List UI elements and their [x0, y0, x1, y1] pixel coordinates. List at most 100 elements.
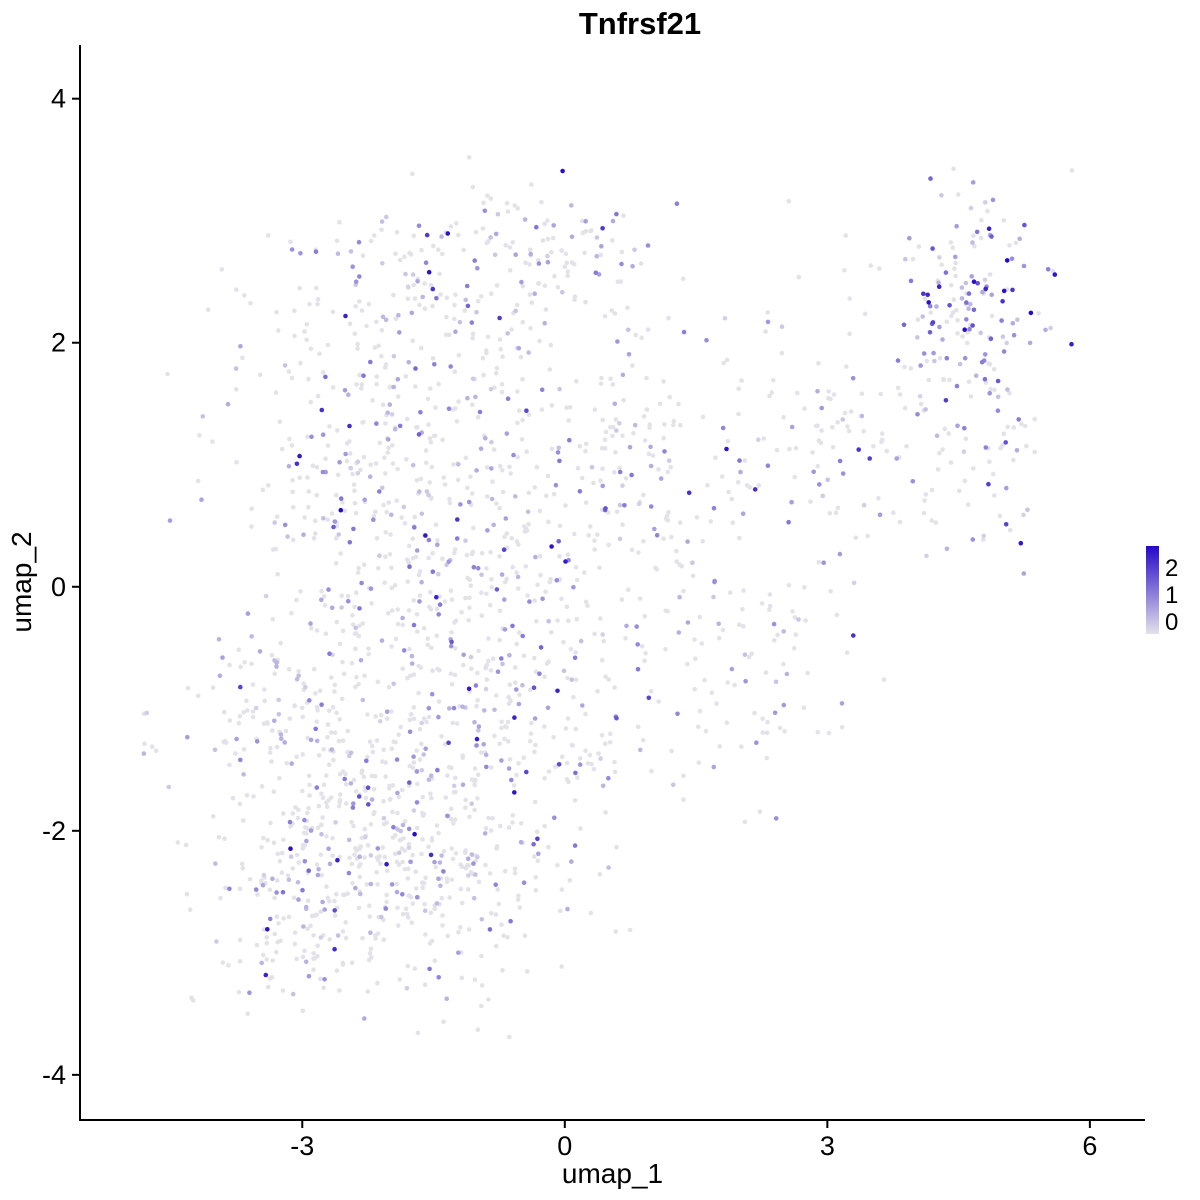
data-point: [260, 882, 266, 888]
data-point: [704, 337, 709, 343]
data-point: [536, 257, 541, 263]
data-point: [933, 520, 939, 525]
data-point: [709, 690, 715, 696]
data-point: [833, 510, 839, 515]
data-point: [393, 251, 398, 257]
data-point: [419, 851, 424, 857]
data-point: [396, 850, 402, 856]
data-point: [454, 221, 459, 226]
data-point: [210, 685, 216, 690]
data-point: [415, 1030, 421, 1036]
data-point: [379, 638, 385, 643]
data-point: [383, 906, 389, 911]
data-point: [447, 332, 452, 338]
data-point: [423, 533, 428, 538]
data-point: [720, 425, 726, 431]
data-point: [334, 968, 340, 973]
data-point: [333, 560, 339, 566]
data-point: [273, 390, 279, 395]
data-point: [374, 536, 380, 541]
data-point: [434, 823, 440, 828]
data-point: [241, 710, 246, 715]
data-point: [360, 621, 366, 626]
data-point: [741, 588, 746, 593]
data-point: [274, 664, 279, 669]
data-point: [739, 378, 744, 383]
data-point: [585, 761, 591, 766]
data-point: [274, 514, 280, 520]
data-point: [365, 989, 371, 994]
data-point: [612, 759, 617, 765]
data-point: [367, 950, 373, 956]
data-point: [271, 789, 277, 794]
data-point: [784, 671, 790, 677]
data-point: [294, 754, 300, 759]
data-point: [516, 701, 522, 707]
data-point: [428, 282, 434, 288]
data-point: [491, 522, 497, 528]
data-point: [1018, 540, 1024, 546]
data-point: [330, 309, 336, 315]
data-point: [722, 316, 728, 321]
data-point: [306, 376, 311, 382]
data-point: [416, 223, 422, 229]
data-point: [527, 687, 533, 693]
data-point: [311, 536, 317, 541]
data-point: [490, 656, 496, 661]
data-point: [716, 635, 722, 641]
data-point: [484, 566, 489, 571]
data-point: [473, 229, 479, 235]
data-point: [468, 654, 474, 660]
data-point: [314, 719, 320, 724]
data-point: [954, 223, 959, 229]
data-point: [479, 983, 485, 988]
data-point: [315, 872, 321, 878]
data-point: [469, 666, 474, 672]
data-point: [326, 762, 332, 767]
data-point: [241, 772, 246, 777]
data-point: [467, 814, 472, 820]
data-point: [383, 774, 388, 779]
data-point: [965, 340, 970, 346]
data-point: [304, 337, 309, 343]
data-point: [535, 858, 541, 864]
data-point: [594, 235, 600, 240]
data-point: [930, 246, 935, 251]
data-point: [233, 751, 238, 756]
data-point: [837, 551, 843, 557]
data-point: [372, 933, 378, 938]
data-point: [357, 623, 362, 629]
data-point: [345, 891, 351, 896]
data-point: [908, 366, 914, 371]
data-point: [332, 898, 337, 904]
data-point: [436, 714, 441, 720]
data-point: [480, 355, 486, 361]
data-point: [445, 231, 451, 236]
data-point: [414, 424, 419, 430]
data-point: [955, 423, 960, 429]
data-point: [345, 593, 351, 599]
data-point: [493, 231, 499, 237]
data-point: [843, 233, 848, 238]
data-point: [486, 636, 491, 641]
data-point: [962, 327, 967, 333]
data-point: [286, 667, 292, 672]
data-point: [764, 730, 770, 736]
data-point: [418, 476, 424, 482]
data-point: [979, 359, 985, 365]
data-point: [442, 742, 448, 747]
data-point: [895, 385, 901, 391]
data-point: [346, 837, 352, 843]
data-point: [862, 311, 868, 317]
data-point: [245, 1011, 250, 1017]
data-point: [617, 421, 622, 426]
data-point: [961, 449, 967, 455]
data-point: [629, 472, 634, 478]
data-point: [245, 708, 250, 713]
data-point: [497, 608, 503, 614]
data-point: [368, 586, 374, 591]
data-point: [400, 666, 406, 672]
data-point: [599, 244, 604, 249]
data-point: [532, 749, 537, 755]
